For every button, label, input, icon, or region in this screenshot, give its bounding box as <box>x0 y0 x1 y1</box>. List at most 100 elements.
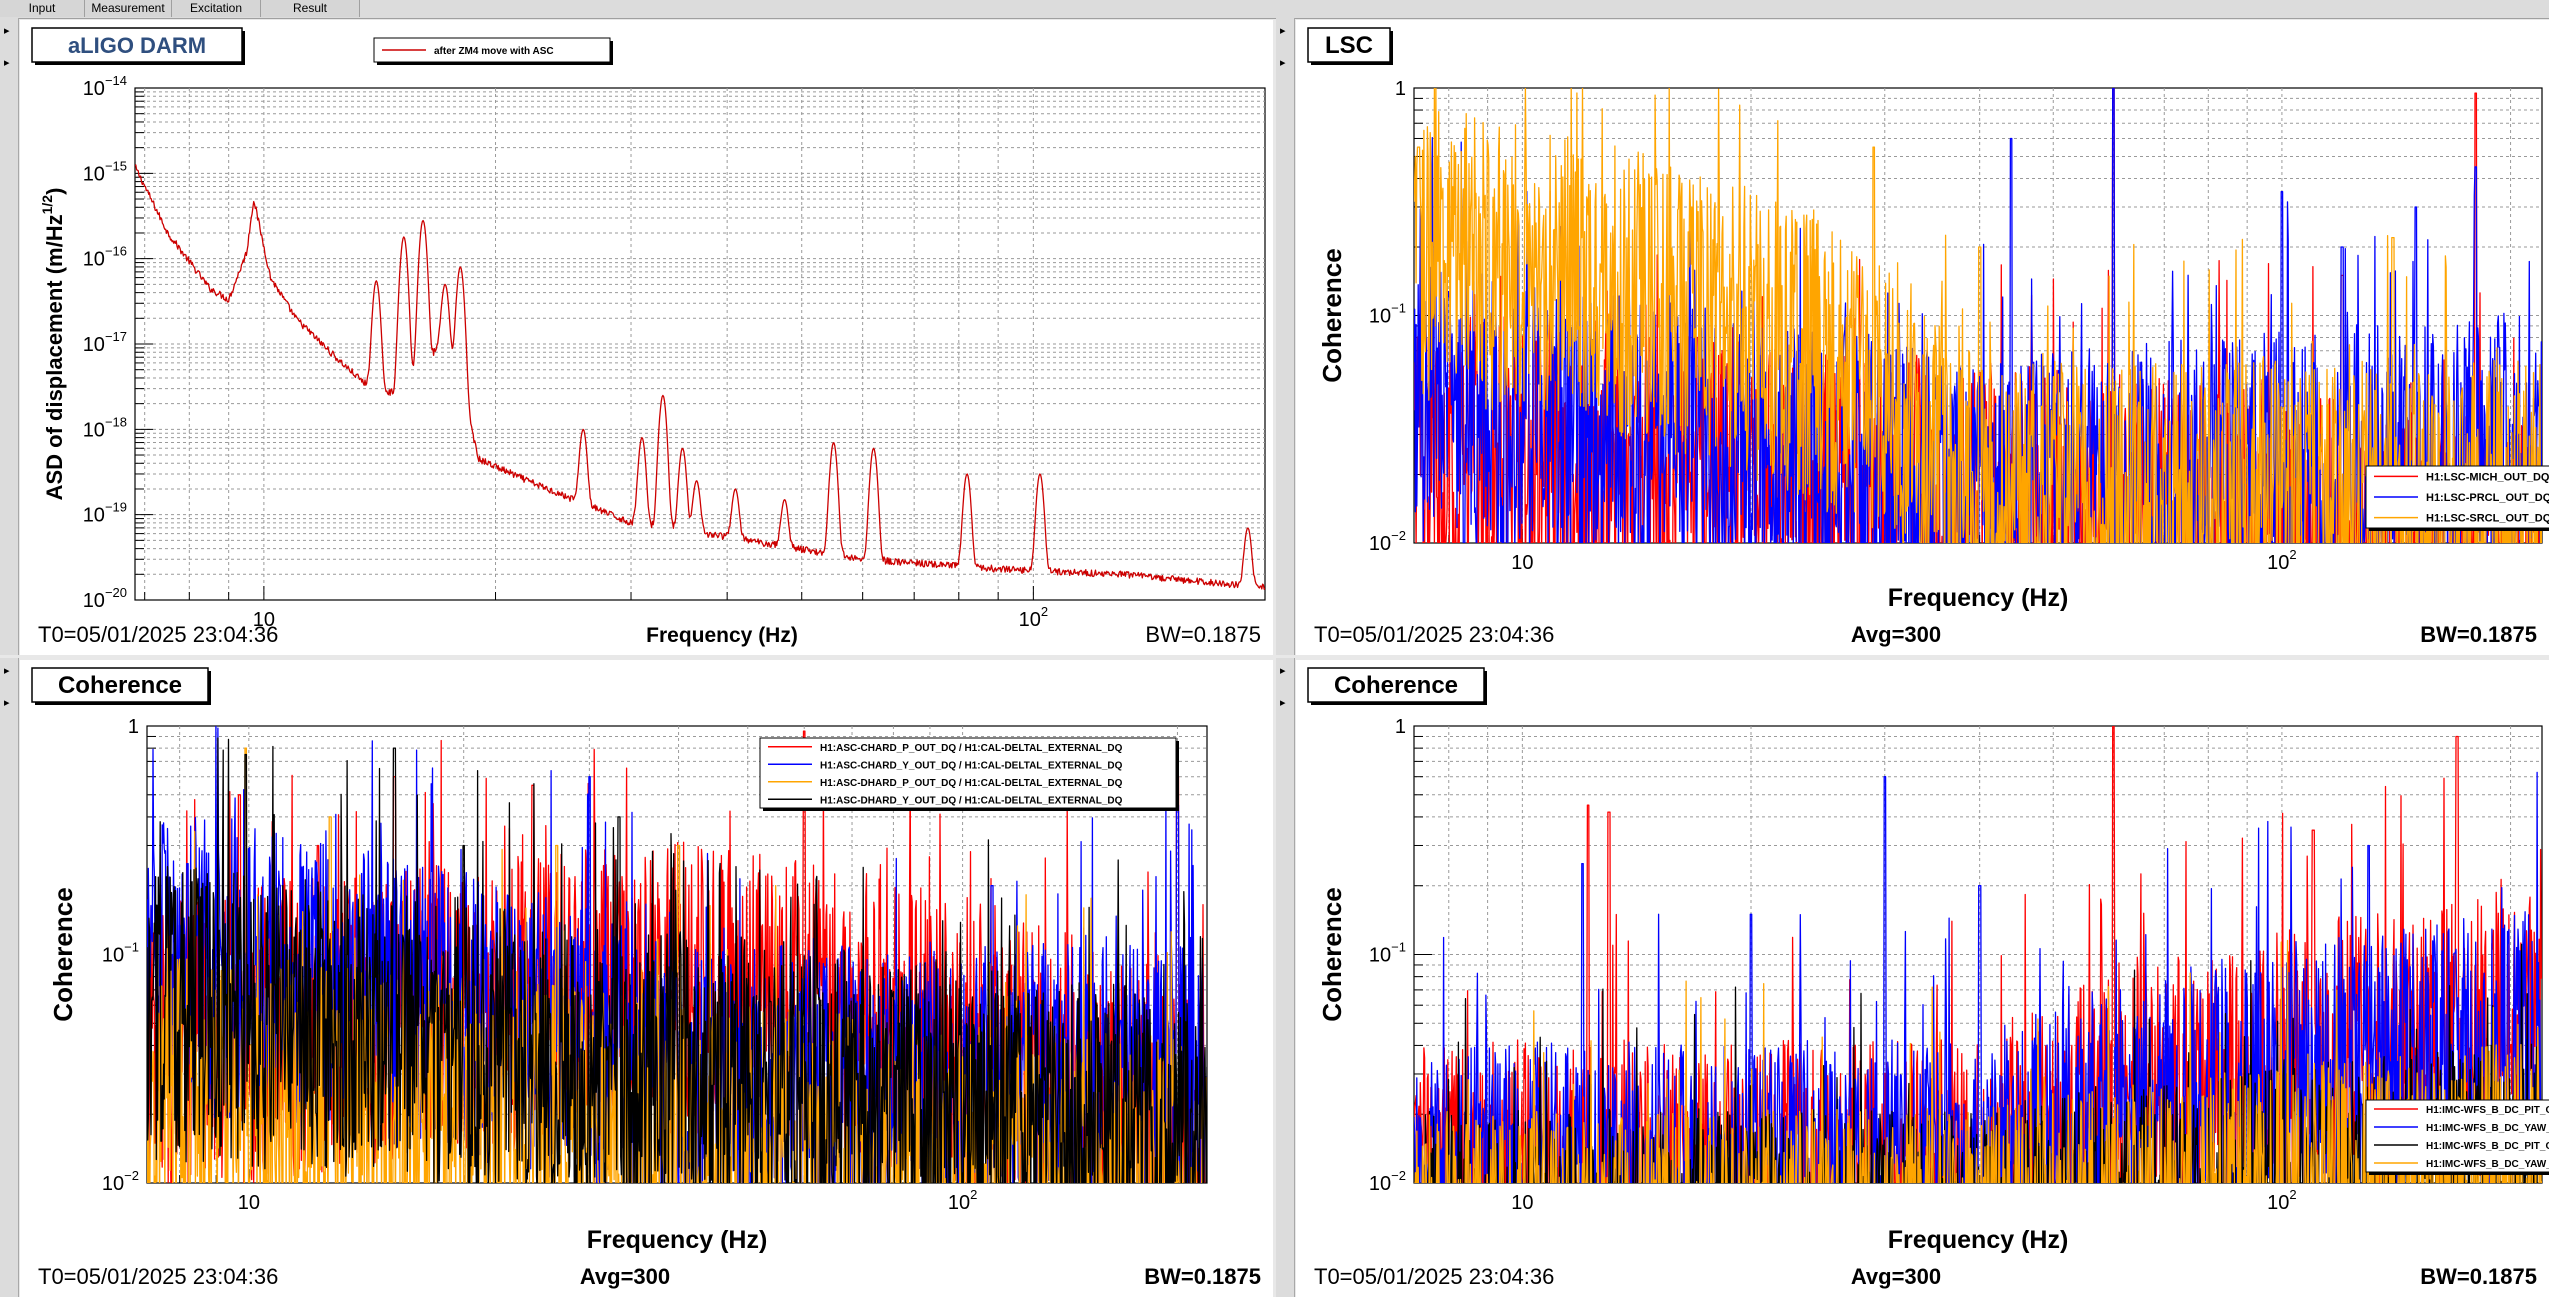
series-line-4 <box>147 737 1207 1183</box>
x-tick-label: 102 <box>1019 604 1048 631</box>
y-tick-label: 10−2 <box>1369 528 1406 555</box>
plot-panel-lsc[interactable]: LSC 1 10−1 10−2 10 102 Coherence Frequency (Hz)… <box>1296 20 2549 655</box>
chart-svg[interactable]: aLIGO DARM 10−14 10−15 10−16 10−17 10−18 10−19… <box>20 20 1273 655</box>
tab-result[interactable]: Result <box>261 0 360 17</box>
svg-text:1: 1 <box>1395 716 1406 738</box>
svg-text:10−2: 10−2 <box>102 1168 139 1195</box>
footer-bw: BW=0.1875 <box>2420 622 2537 647</box>
y-tick-label: 10−17 <box>83 329 127 356</box>
svg-text:10−18: 10−18 <box>83 414 127 441</box>
series-line-1 <box>135 164 1265 590</box>
svg-text:Coherence: Coherence <box>1334 672 1458 699</box>
svg-text:10−2: 10−2 <box>1369 1168 1406 1195</box>
svg-text:H1:LSC-SRCL_OUT_DQ / H1:CAL-DE: H1:LSC-SRCL_OUT_DQ / H1:CAL-DELTAL_EXTER… <box>2426 513 2549 525</box>
expand-arrow-icon[interactable]: ▸ <box>1280 25 1286 37</box>
legend-entry: H1:LSC-SRCL_OUT_DQ / H1:CAL-DELTAL_EXTER… <box>2374 513 2549 525</box>
expand-arrow-icon[interactable]: ▸ <box>4 57 10 69</box>
y-tick-label: 10−16 <box>83 244 127 271</box>
x-tick-label: 10 <box>253 609 275 631</box>
legend-entry: H1:IMC-WFS_B_DC_PIT_OUT_DQ / H1:CAL-DELT… <box>2374 1141 2549 1152</box>
footer-avg: Avg=300 <box>1851 1264 1941 1289</box>
x-tick-label: 10 <box>1511 552 1533 574</box>
svg-text:H1:IMC-WFS_B_DC_PIT_OUT_DQ / H: H1:IMC-WFS_B_DC_PIT_OUT_DQ / H1:CAL-DELT… <box>2426 1105 2549 1116</box>
svg-text:102: 102 <box>948 1187 977 1214</box>
plot-panel-asc-coherence[interactable]: Coherence 1 10−1 10−2 10 102 Coherence Frequenc… <box>20 660 1273 1297</box>
footer-avg: Avg=300 <box>580 1264 670 1289</box>
y-tick-label: 10−19 <box>83 500 127 527</box>
chart-svg[interactable]: Coherence 1 10−1 10−2 10 102 Coherence Frequenc… <box>20 660 1273 1297</box>
footer-bw: BW=0.1875 <box>2420 1264 2537 1289</box>
svg-text:H1:LSC-MICH_OUT_DQ / H1:CAL-DE: H1:LSC-MICH_OUT_DQ / H1:CAL-DELTAL_EXTER… <box>2426 471 2549 483</box>
plot-panel-darm[interactable]: aLIGO DARM 10−14 10−15 10−16 10−17 10−18 10−19… <box>20 20 1273 655</box>
svg-text:10−1: 10−1 <box>1369 940 1406 967</box>
legend: H1:IMC-WFS_B_DC_PIT_OUT_DQ / H1:CAL-DELT… <box>2365 1099 2549 1175</box>
svg-text:10−1: 10−1 <box>1369 301 1406 328</box>
chart-svg[interactable]: Coherence 1 10−1 10−2 10 102 Coherence Frequenc… <box>1296 660 2549 1297</box>
footer-avg: Avg=300 <box>1851 622 1941 647</box>
y-tick-label: 1 <box>1395 78 1406 100</box>
svg-text:10−17: 10−17 <box>83 329 127 356</box>
y-tick-label: 1 <box>1395 716 1406 738</box>
panel-side-strip[interactable]: ▸ ▸ <box>0 18 19 655</box>
x-tick-label: 102 <box>948 1187 977 1214</box>
panel-side-strip[interactable]: ▸ ▸ <box>0 658 19 1297</box>
svg-text:Coherence: Coherence <box>58 672 182 699</box>
svg-text:after ZM4 move with ASC: after ZM4 move with ASC <box>434 46 554 57</box>
series-line-2 <box>1414 771 2542 1183</box>
chart-svg[interactable]: LSC 1 10−1 10−2 10 102 Coherence Frequency (Hz)… <box>1296 20 2549 655</box>
svg-text:aLIGO DARM: aLIGO DARM <box>68 33 206 58</box>
tab-bar: Input Measurement Excitation Result <box>0 0 2549 19</box>
svg-text:10−19: 10−19 <box>83 500 127 527</box>
legend-entry: H1:LSC-PRCL_OUT_DQ / H1:CAL-DELTAL_EXTER… <box>2374 492 2549 504</box>
tab-input[interactable]: Input <box>0 0 85 17</box>
expand-arrow-icon[interactable]: ▸ <box>4 665 10 677</box>
expand-arrow-icon[interactable]: ▸ <box>1280 697 1286 709</box>
y-tick-label: 10−1 <box>1369 301 1406 328</box>
y-tick-label: 10−18 <box>83 414 127 441</box>
expand-arrow-icon[interactable]: ▸ <box>1280 665 1286 677</box>
plot-panel-imc-coherence[interactable]: Coherence 1 10−1 10−2 10 102 Coherence Frequenc… <box>1296 660 2549 1297</box>
x-axis-label: Frequency (Hz) <box>587 1226 768 1254</box>
footer-t0: T0=05/01/2025 23:04:36 <box>38 1264 278 1289</box>
y-tick-label: 10−1 <box>102 940 139 967</box>
svg-text:102: 102 <box>2267 1187 2296 1214</box>
svg-text:H1:IMC-WFS_B_DC_YAW_OUT_DQ / H: H1:IMC-WFS_B_DC_YAW_OUT_DQ / H1:CAL-DELT… <box>2426 1159 2549 1170</box>
expand-arrow-icon[interactable]: ▸ <box>4 25 10 37</box>
legend-entry: H1:IMC-WFS_B_DC_YAW_OUT_DQ / H1:CAL-DELT… <box>2374 1159 2549 1170</box>
tab-measurement[interactable]: Measurement <box>85 0 172 17</box>
x-axis-label: Frequency (Hz) <box>646 624 798 647</box>
x-axis-label: Frequency (Hz) <box>1888 584 2069 612</box>
legend-entry: H1:ASC-CHARD_P_OUT_DQ / H1:CAL-DELTAL_EX… <box>768 743 1123 754</box>
legend-entry: H1:ASC-DHARD_Y_OUT_DQ / H1:CAL-DELTAL_EX… <box>768 795 1123 806</box>
y-tick-label: 1 <box>128 716 139 738</box>
legend-entry: H1:LSC-MICH_OUT_DQ / H1:CAL-DELTAL_EXTER… <box>2374 471 2549 483</box>
legend: H1:ASC-CHARD_P_OUT_DQ / H1:CAL-DELTAL_EX… <box>759 737 1179 811</box>
svg-text:H1:LSC-PRCL_OUT_DQ / H1:CAL-DE: H1:LSC-PRCL_OUT_DQ / H1:CAL-DELTAL_EXTER… <box>2426 492 2549 504</box>
series-line-3 <box>1414 88 2542 543</box>
svg-text:10: 10 <box>238 1192 260 1214</box>
series-line-4 <box>1414 939 2542 1183</box>
svg-text:10−20: 10−20 <box>83 585 127 612</box>
y-axis-label: ASD of displacement (m/Hz1/2) <box>39 188 67 501</box>
panel-title: Coherence <box>1307 667 1487 705</box>
svg-text:102: 102 <box>2267 547 2296 574</box>
footer-t0: T0=05/01/2025 23:04:36 <box>1314 622 1554 647</box>
legend-entry: after ZM4 move with ASC <box>382 46 554 57</box>
svg-text:H1:ASC-DHARD_Y_OUT_DQ / H1:CAL: H1:ASC-DHARD_Y_OUT_DQ / H1:CAL-DELTAL_EX… <box>820 795 1123 806</box>
panel-side-strip[interactable]: ▸ ▸ <box>1276 658 1295 1297</box>
legend-entry: H1:ASC-CHARD_Y_OUT_DQ / H1:CAL-DELTAL_EX… <box>768 760 1123 771</box>
expand-arrow-icon[interactable]: ▸ <box>4 697 10 709</box>
expand-arrow-icon[interactable]: ▸ <box>1280 57 1286 69</box>
svg-text:10−16: 10−16 <box>83 244 127 271</box>
y-tick-label: 10−15 <box>83 158 127 185</box>
footer-t0: T0=05/01/2025 23:04:36 <box>38 622 278 647</box>
x-tick-label: 102 <box>2267 547 2296 574</box>
x-tick-label: 102 <box>2267 1187 2296 1214</box>
tab-excitation[interactable]: Excitation <box>172 0 261 17</box>
panel-side-strip[interactable]: ▸ ▸ <box>1276 18 1295 655</box>
footer-t0: T0=05/01/2025 23:04:36 <box>1314 1264 1554 1289</box>
panel-title: Coherence <box>31 667 211 705</box>
svg-text:10: 10 <box>253 609 275 631</box>
x-tick-label: 10 <box>238 1192 260 1214</box>
svg-text:1: 1 <box>128 716 139 738</box>
